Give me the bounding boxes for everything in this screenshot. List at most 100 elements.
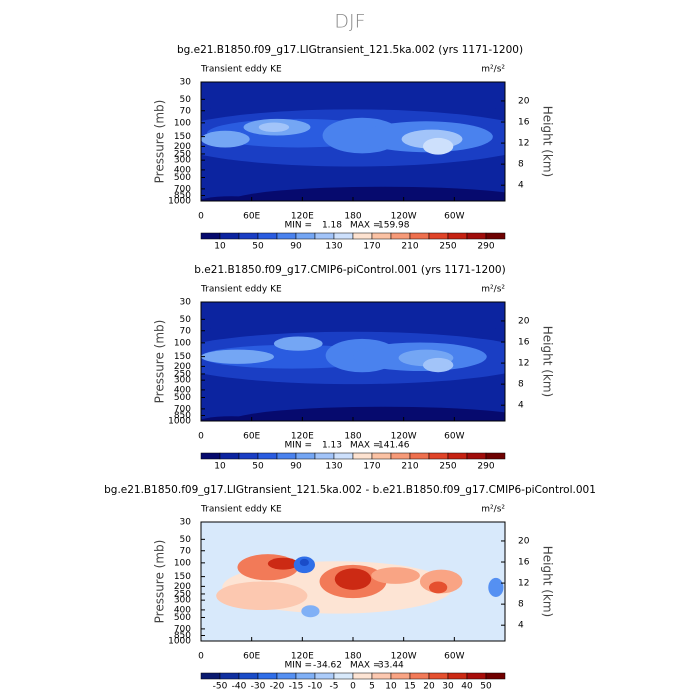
colorbar-label: 250	[439, 242, 456, 252]
y-tick-label: 100	[174, 558, 191, 568]
colorbar-label: -40	[232, 682, 247, 692]
y2-tick-label: 8	[518, 600, 524, 610]
field-contour	[201, 130, 250, 148]
colorbar-label: -5	[330, 682, 339, 692]
colorbar-label: 90	[290, 462, 302, 472]
colorbar-box	[219, 452, 240, 460]
field-contour	[422, 137, 454, 155]
y-tick-label: 500	[174, 173, 191, 183]
x-tick-label: 0	[198, 652, 204, 662]
x-tick-label: 180	[344, 652, 361, 662]
colorbar-box	[276, 452, 297, 460]
x-tick-label: 120W	[391, 432, 417, 442]
panel-units: m²/s²	[481, 285, 505, 295]
colorbar-label: 20	[423, 682, 435, 692]
colorbar-label: 50	[480, 682, 492, 692]
colorbar-box	[409, 452, 430, 460]
y-tick-label: 100	[174, 118, 191, 128]
y-axis-label: Pressure (mb)	[153, 100, 167, 184]
y-tick-label: 300	[174, 596, 191, 606]
x-tick-label: 60W	[444, 212, 464, 222]
min-label: MIN =	[284, 221, 312, 231]
y-tick-label: 250	[174, 149, 191, 159]
field-contour	[231, 406, 505, 421]
y2-tick-label: 16	[518, 558, 530, 568]
y-tick-label: 30	[180, 518, 192, 528]
colorbar-box	[276, 672, 297, 680]
colorbar-box	[257, 672, 278, 680]
colorbar-box	[371, 232, 392, 240]
field	[201, 82, 505, 201]
y-tick-label: 250	[174, 589, 191, 599]
colorbar-box	[200, 672, 221, 680]
y2-tick-label: 4	[518, 401, 524, 411]
panel-title: bg.e21.B1850.f09_g17.LIGtransient_121.5k…	[104, 484, 596, 496]
y-tick-label: 150	[174, 572, 191, 582]
colorbar-label: 250	[439, 462, 456, 472]
y-tick-label: 50	[180, 95, 192, 105]
y-tick-label: 700	[174, 184, 191, 194]
y2-tick-label: 12	[518, 139, 529, 149]
colorbar-label: 10	[385, 682, 397, 692]
y-tick-label: 500	[174, 613, 191, 623]
colorbar-label: 50	[252, 462, 264, 472]
x-tick-label: 60E	[243, 212, 260, 222]
y-tick-label: 1000	[168, 417, 191, 427]
colorbar-box	[314, 232, 335, 240]
y-tick-label: 400	[174, 165, 191, 175]
colorbar-box	[371, 672, 392, 680]
field-contour	[216, 581, 308, 611]
y-axis-label: Pressure (mb)	[153, 540, 167, 624]
x-tick-label: 60E	[243, 652, 260, 662]
x-tick-label: 120E	[291, 652, 314, 662]
max-label: MAX =	[350, 661, 381, 671]
colorbar-label: 170	[363, 462, 380, 472]
y-tick-label: 70	[180, 546, 192, 556]
colorbar-label: 15	[404, 682, 415, 692]
y-tick-label: 850	[174, 191, 191, 201]
panel-units: m²/s²	[481, 505, 505, 515]
colorbar-box	[352, 452, 373, 460]
colorbar-label: 130	[325, 242, 342, 252]
y-tick-label: 850	[174, 631, 191, 641]
colorbar-label: 0	[350, 682, 356, 692]
colorbar-box	[257, 232, 278, 240]
y-tick-label: 400	[174, 385, 191, 395]
field-contour	[201, 82, 505, 118]
x-tick-label: 0	[198, 212, 204, 222]
y-tick-label: 500	[174, 393, 191, 403]
y-tick-label: 100	[174, 338, 191, 348]
x-tick-label: 60W	[444, 652, 464, 662]
y-axis-label: Pressure (mb)	[153, 320, 167, 404]
colorbar-label: -30	[251, 682, 266, 692]
x-tick-label: 120E	[291, 432, 314, 442]
x-tick-label: 120E	[291, 212, 314, 222]
min-value: 1.18	[322, 221, 342, 231]
field-contour	[201, 196, 266, 201]
colorbar-label: 170	[363, 242, 380, 252]
field-contour	[201, 416, 266, 421]
min-value: -34.62	[313, 661, 342, 671]
figure-title: DJF	[334, 11, 365, 33]
colorbar-label: 10	[214, 242, 226, 252]
y-tick-label: 200	[174, 582, 191, 592]
y2-tick-label: 12	[518, 579, 529, 589]
field-contour	[488, 577, 504, 597]
colorbar-box	[409, 672, 430, 680]
colorbar-label: -15	[289, 682, 304, 692]
colorbar-box	[276, 232, 297, 240]
y-tick-label: 50	[180, 535, 192, 545]
y2-axis-label: Height (km)	[541, 546, 555, 617]
colorbar-label: 30	[442, 682, 454, 692]
colorbar-label: 290	[477, 242, 494, 252]
colorbar-box	[238, 672, 259, 680]
y-tick-label: 400	[174, 605, 191, 615]
colorbar-box	[238, 452, 259, 460]
colorbar-label: -10	[308, 682, 323, 692]
max-value: 141.46	[378, 441, 410, 451]
colorbar-box	[466, 672, 487, 680]
colorbar-box	[485, 452, 506, 460]
colorbar-label: 10	[214, 462, 226, 472]
colorbar-box	[200, 452, 221, 460]
colorbar-box	[200, 232, 221, 240]
